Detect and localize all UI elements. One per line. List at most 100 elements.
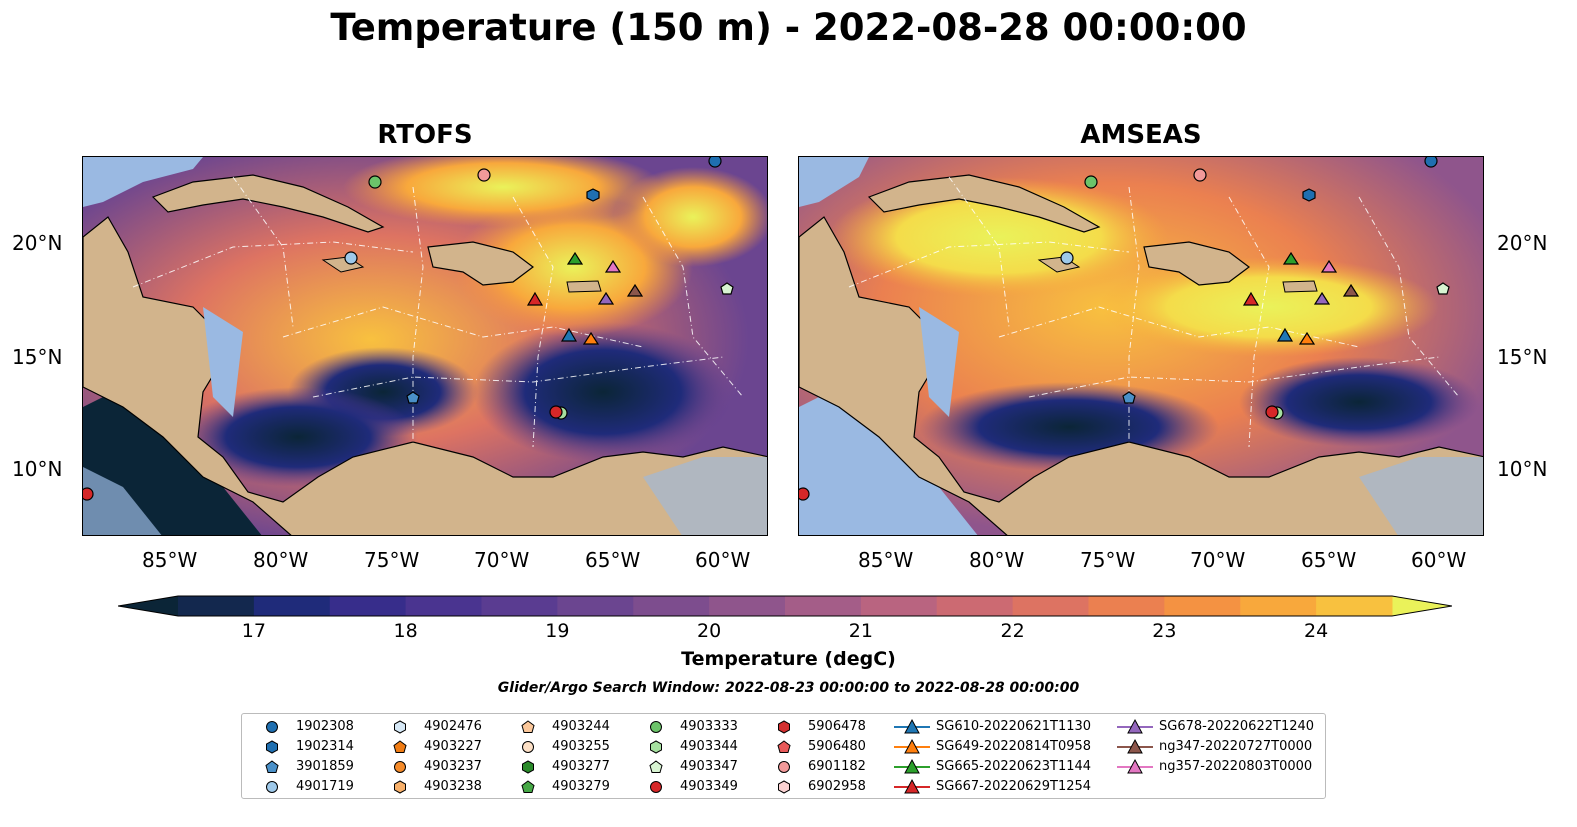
legend-item-label: SG665-20220623T1144 — [936, 759, 1092, 774]
map-panel-rtofs — [82, 156, 768, 536]
colorbar-tick-label: 18 — [393, 620, 418, 642]
lon-label-70w-left: 70°W — [474, 548, 530, 572]
colorbar-tick-label: 17 — [241, 620, 266, 642]
triangle-marker-icon — [894, 718, 930, 734]
legend-item-label: 4903238 — [424, 779, 482, 794]
hexagon-marker-icon — [650, 740, 662, 754]
triangle-marker-icon — [894, 778, 930, 794]
colorbar-min-arrow — [118, 596, 178, 616]
hexagon-marker-icon — [778, 720, 790, 734]
legend-item-label: 6901182 — [808, 759, 866, 774]
legend-item-label: 4903277 — [552, 759, 610, 774]
lat-label-10n-left: 10°N — [12, 457, 63, 481]
colorbar-bin — [178, 596, 255, 616]
colorbar-bin — [1012, 596, 1089, 616]
lon-label-65w-left: 65°W — [585, 548, 641, 572]
lon-label-85w-right: 85°W — [858, 548, 914, 572]
legend-item-label: ng347-20220727T0000 — [1159, 739, 1313, 754]
legend-item-label: 4901719 — [296, 779, 354, 794]
legend-item-label: 6902958 — [808, 779, 866, 794]
legend-item-label: 4903244 — [552, 719, 610, 734]
lon-label-60w-right: 60°W — [1411, 548, 1467, 572]
legend-item-label: 4903279 — [552, 779, 610, 794]
circle-marker-icon — [266, 781, 278, 793]
triangle-marker-icon — [1117, 738, 1153, 754]
figure-title: Temperature (150 m) - 2022-08-28 00:00:0… — [330, 6, 1247, 49]
colorbar-bin — [253, 596, 331, 616]
colorbar-bin — [785, 596, 862, 616]
circle-marker-icon — [650, 781, 662, 793]
legend-item-label: ng357-20220803T0000 — [1159, 759, 1313, 774]
circle-marker-icon — [522, 741, 534, 753]
lon-label-70w-right: 70°W — [1190, 548, 1246, 572]
legend-item-label: 1902314 — [296, 739, 354, 754]
colorbar-bin — [860, 596, 938, 616]
panel-title-rtofs: RTOFS — [377, 120, 473, 150]
hexagon-marker-icon — [394, 720, 406, 734]
legend: 1902308 1902314 3901859 4901719 4902476 49032… — [241, 713, 1326, 799]
colorbar-bin — [633, 596, 710, 616]
lat-label-20n-left: 20°N — [12, 231, 63, 255]
lon-label-65w-right: 65°W — [1301, 548, 1357, 572]
triangle-marker-icon — [894, 758, 930, 774]
circle-marker-icon — [394, 761, 406, 773]
colorbar-bin — [1164, 596, 1241, 616]
colorbar-bin — [936, 596, 1014, 616]
triangle-marker-icon — [1117, 758, 1153, 774]
legend-item-label: SG678-20220622T1240 — [1159, 719, 1315, 734]
legend-item-label: SG610-20220621T1130 — [936, 719, 1092, 734]
legend-item-label: SG649-20220814T0958 — [936, 739, 1092, 754]
lon-label-80w-left: 80°W — [253, 548, 309, 572]
colorbar-bin — [405, 596, 482, 616]
hexagon-marker-icon — [394, 780, 406, 794]
legend-item-label: 4903347 — [680, 759, 738, 774]
lon-label-75w-right: 75°W — [1080, 548, 1136, 572]
legend-item-label: 4903237 — [424, 759, 482, 774]
lat-label-20n-right: 20°N — [1497, 231, 1548, 255]
legend-item-label: 4902476 — [424, 719, 482, 734]
pentagon-marker-icon — [265, 760, 279, 773]
hexagon-marker-icon — [522, 760, 534, 774]
legend-item-label: 4903349 — [680, 779, 738, 794]
lon-label-75w-left: 75°W — [364, 548, 420, 572]
panel-title-amseas: AMSEAS — [1080, 120, 1202, 150]
colorbar-bin — [1316, 596, 1393, 616]
lon-label-85w-left: 85°W — [142, 548, 198, 572]
colorbar-max-arrow — [1392, 596, 1452, 616]
search-window-text: Glider/Argo Search Window: 2022-08-23 00… — [497, 680, 1080, 696]
colorbar-tick-label: 19 — [545, 620, 570, 642]
hexagon-marker-icon — [266, 740, 278, 754]
legend-item-label: 5906480 — [808, 739, 866, 754]
colorbar-tick-label: 24 — [1304, 620, 1329, 642]
triangle-marker-icon — [1117, 718, 1153, 734]
circle-marker-icon — [650, 721, 662, 733]
circle-marker-icon — [778, 761, 790, 773]
colorbar-bin — [557, 596, 634, 616]
pentagon-marker-icon — [649, 760, 663, 773]
legend-item-label: 4903333 — [680, 719, 738, 734]
colorbar-tick-label: 20 — [697, 620, 722, 642]
colorbar-outline — [118, 595, 1452, 617]
colorbar-tick-label: 23 — [1152, 620, 1177, 642]
lat-label-15n-right: 15°N — [1497, 345, 1548, 369]
legend-item-label: 5906478 — [808, 719, 866, 734]
colorbar-label: Temperature (degC) — [681, 648, 896, 670]
pentagon-marker-icon — [521, 780, 535, 793]
colorbar-bin — [1088, 596, 1165, 616]
colorbar-bin — [1240, 596, 1317, 616]
lat-label-10n-right: 10°N — [1497, 457, 1548, 481]
colorbar-bin — [709, 596, 786, 616]
legend-item-label: 3901859 — [296, 759, 354, 774]
colorbar-tick-label: 21 — [848, 620, 873, 642]
pentagon-marker-icon — [393, 740, 407, 753]
circle-marker-icon — [266, 721, 278, 733]
legend-item-label: 4903255 — [552, 739, 610, 754]
legend-item-label: 4903227 — [424, 739, 482, 754]
pentagon-marker-icon — [521, 720, 535, 733]
map-panel-amseas — [798, 156, 1484, 536]
colorbar-tick-label: 22 — [1000, 620, 1025, 642]
colorbar-bin — [329, 596, 407, 616]
legend-item-label: 1902308 — [296, 719, 354, 734]
lat-label-15n-left: 15°N — [12, 345, 63, 369]
colorbar-bin — [481, 596, 558, 616]
